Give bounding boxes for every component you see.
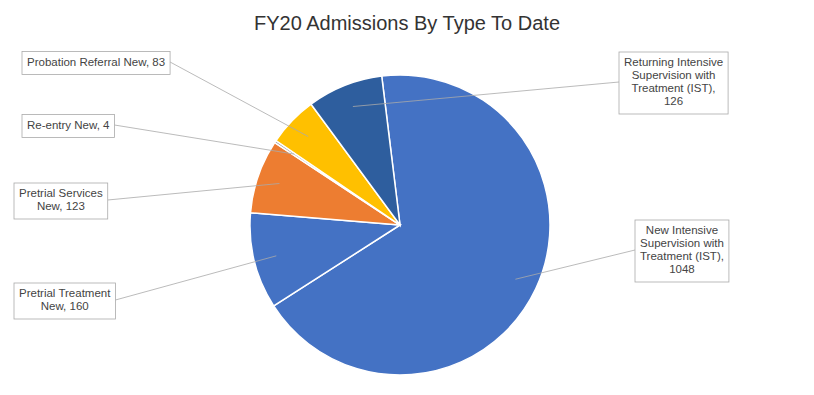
- slice: [250, 213, 400, 306]
- label-line: Supervision with: [632, 69, 716, 81]
- label-line: Returning Intensive: [624, 56, 723, 68]
- label-box: [635, 220, 729, 282]
- slice: [311, 76, 400, 225]
- slice-label: New IntensiveSupervision withTreatment (…: [640, 224, 724, 275]
- label-line: Pretrial Treatment: [19, 287, 111, 299]
- annotations: New IntensiveSupervision withTreatment (…: [14, 52, 729, 320]
- label-line: New, 160: [41, 300, 89, 312]
- annotation: New IntensiveSupervision withTreatment (…: [635, 220, 729, 282]
- label-line: 126: [664, 95, 683, 107]
- label-line: Treatment (IST),: [640, 250, 724, 262]
- annotation: Pretrial TreatmentNew, 160: [14, 283, 115, 319]
- annotation: Returning IntensiveSupervision withTreat…: [619, 52, 728, 114]
- chart: FY20 Admissions By Type To Date New Inten…: [0, 0, 814, 395]
- leader-line: [170, 62, 308, 137]
- label-line: Re-entry New, 4: [27, 119, 110, 131]
- leader-line: [353, 82, 619, 107]
- leader-line: [115, 256, 276, 300]
- label-line: New, 123: [37, 200, 85, 212]
- label-line: Probation Referral New, 83: [27, 56, 165, 68]
- slice-label: Pretrial TreatmentNew, 160: [19, 287, 111, 312]
- leader-line: [108, 183, 280, 200]
- annotation: Probation Referral New, 83: [22, 52, 170, 75]
- slice-label: Returning IntensiveSupervision withTreat…: [624, 56, 723, 107]
- leader-line: [515, 250, 635, 279]
- label-box: [14, 283, 115, 319]
- label-line: 1048: [669, 263, 695, 275]
- annotation: Pretrial ServicesNew, 123: [14, 183, 108, 219]
- slice-label: Re-entry New, 4: [27, 119, 110, 131]
- label-line: Pretrial Services: [19, 187, 103, 199]
- label-box: [14, 183, 108, 219]
- label-line: Supervision with: [640, 237, 724, 249]
- annotation: Re-entry New, 4: [22, 115, 114, 138]
- label-line: Treatment (IST),: [632, 82, 716, 94]
- label-box: [22, 115, 114, 138]
- label-box: [22, 52, 170, 75]
- leader-lines: [108, 62, 635, 300]
- label-line: New Intensive: [646, 224, 718, 236]
- pie: [250, 75, 550, 375]
- slice-label: Pretrial ServicesNew, 123: [19, 187, 103, 212]
- title: FY20 Admissions By Type To Date: [254, 12, 560, 34]
- slice-label: Probation Referral New, 83: [27, 56, 165, 68]
- leader-line: [114, 125, 294, 154]
- label-box: [619, 52, 728, 114]
